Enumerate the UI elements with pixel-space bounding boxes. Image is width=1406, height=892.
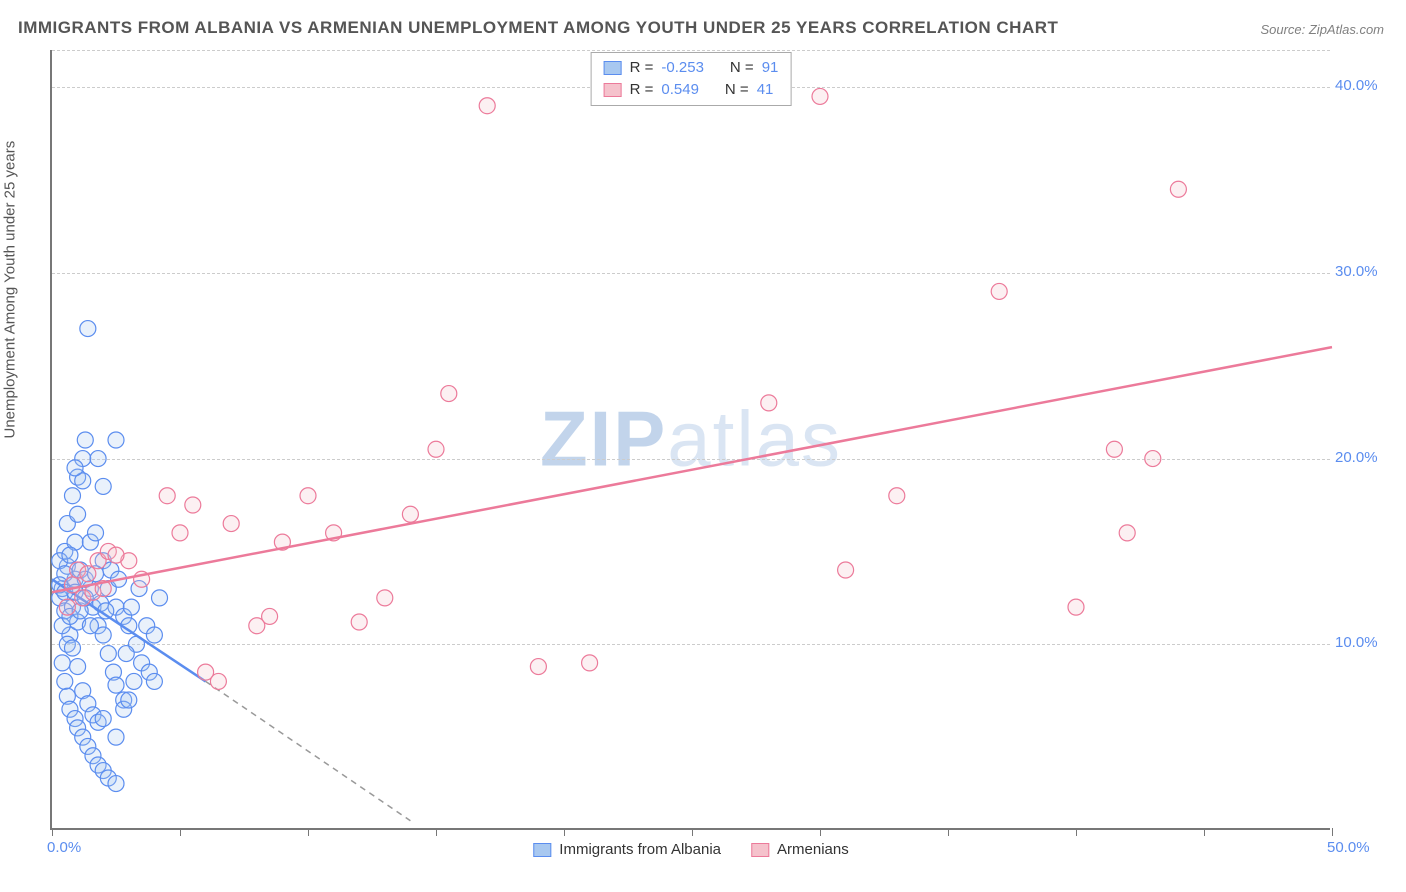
point-armenians [80, 566, 96, 582]
point-armenians [1106, 441, 1122, 457]
point-armenians [761, 395, 777, 411]
r-label: R = [630, 79, 654, 101]
point-albania [80, 321, 96, 337]
point-armenians [838, 562, 854, 578]
point-albania [100, 646, 116, 662]
point-albania [108, 729, 124, 745]
point-albania [77, 432, 93, 448]
swatch-albania-icon [533, 843, 551, 857]
x-tick-label: 50.0% [1327, 839, 1370, 856]
point-armenians [991, 283, 1007, 299]
y-axis-label: Unemployment Among Youth under 25 years [2, 141, 19, 439]
point-armenians [441, 386, 457, 402]
n-value-armenians: 41 [757, 79, 774, 101]
point-albania [54, 655, 70, 671]
point-armenians [479, 98, 495, 114]
point-armenians [530, 659, 546, 675]
y-tick-label: 40.0% [1335, 77, 1390, 94]
legend-correlation: R = -0.253 N = 91 R = 0.549 N = 41 [591, 52, 792, 106]
point-armenians [428, 441, 444, 457]
point-albania [70, 659, 86, 675]
point-albania [146, 627, 162, 643]
plot-area: ZIPatlas 10.0%20.0%30.0%40.0% 0.0%50.0% … [50, 50, 1330, 830]
point-armenians [812, 88, 828, 104]
point-armenians [377, 590, 393, 606]
series-name-armenians: Armenians [777, 841, 849, 858]
point-albania [108, 776, 124, 792]
r-value-albania: -0.253 [661, 57, 704, 79]
scatter-svg [52, 50, 1330, 828]
legend-row-armenians: R = 0.549 N = 41 [604, 79, 779, 101]
r-value-armenians: 0.549 [661, 79, 699, 101]
legend-item-armenians: Armenians [751, 841, 849, 858]
point-albania [62, 547, 78, 563]
point-armenians [402, 506, 418, 522]
point-albania [118, 646, 134, 662]
point-armenians [159, 488, 175, 504]
point-albania [123, 599, 139, 615]
point-armenians [262, 608, 278, 624]
point-albania [108, 677, 124, 693]
legend-item-albania: Immigrants from Albania [533, 841, 721, 858]
y-tick-label: 10.0% [1335, 634, 1390, 651]
trendline-armenians [52, 347, 1332, 592]
swatch-armenians-icon [604, 83, 622, 97]
point-armenians [889, 488, 905, 504]
n-label: N = [730, 57, 754, 79]
point-armenians [1068, 599, 1084, 615]
point-armenians [1119, 525, 1135, 541]
point-armenians [223, 516, 239, 532]
n-label: N = [725, 79, 749, 101]
point-albania [64, 488, 80, 504]
point-armenians [59, 599, 75, 615]
chart-title: IMMIGRANTS FROM ALBANIA VS ARMENIAN UNEM… [18, 18, 1058, 38]
trendline-extension [206, 681, 411, 820]
legend-row-albania: R = -0.253 N = 91 [604, 57, 779, 79]
point-albania [108, 432, 124, 448]
point-albania [70, 506, 86, 522]
point-armenians [210, 673, 226, 689]
source-attribution: Source: ZipAtlas.com [1260, 22, 1384, 37]
x-tick-label: 0.0% [47, 839, 81, 856]
point-albania [64, 640, 80, 656]
point-albania [67, 460, 83, 476]
point-albania [121, 692, 137, 708]
point-armenians [108, 547, 124, 563]
point-albania [146, 673, 162, 689]
swatch-armenians-icon [751, 843, 769, 857]
point-armenians [582, 655, 598, 671]
legend-series: Immigrants from Albania Armenians [533, 841, 848, 858]
point-albania [88, 525, 104, 541]
n-value-albania: 91 [762, 57, 779, 79]
y-tick-label: 20.0% [1335, 449, 1390, 466]
point-albania [95, 711, 111, 727]
point-armenians [1170, 181, 1186, 197]
point-armenians [300, 488, 316, 504]
point-albania [126, 673, 142, 689]
swatch-albania-icon [604, 61, 622, 75]
point-albania [95, 478, 111, 494]
point-albania [82, 618, 98, 634]
point-albania [57, 673, 73, 689]
r-label: R = [630, 57, 654, 79]
point-armenians [1145, 451, 1161, 467]
y-tick-label: 30.0% [1335, 263, 1390, 280]
series-name-albania: Immigrants from Albania [559, 841, 721, 858]
point-albania [152, 590, 168, 606]
point-albania [90, 451, 106, 467]
point-armenians [172, 525, 188, 541]
point-armenians [351, 614, 367, 630]
point-armenians [185, 497, 201, 513]
